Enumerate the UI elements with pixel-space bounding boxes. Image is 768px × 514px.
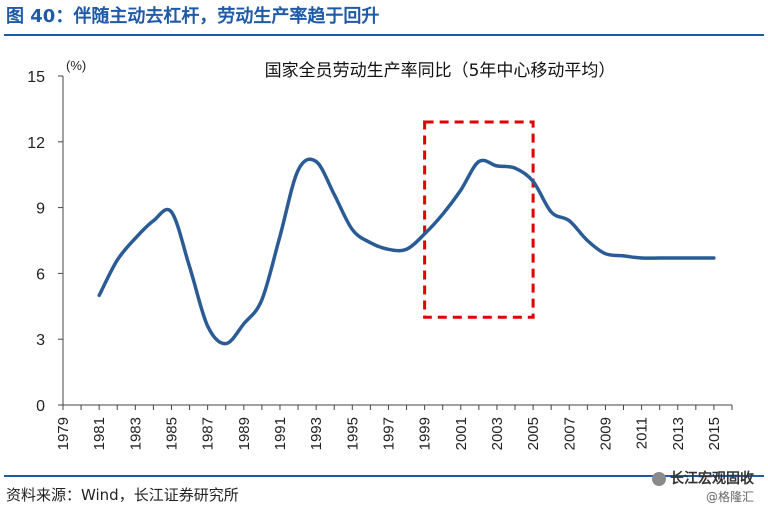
x-tick-label: 1985 — [163, 417, 180, 450]
x-tick-label: 1983 — [127, 417, 144, 450]
figure-title: 图 40：伴随主动去杠杆，劳动生产率趋于回升 — [6, 6, 380, 27]
y-tick-label: 0 — [36, 398, 45, 415]
x-tick-label: 2003 — [489, 417, 506, 450]
axes — [58, 75, 733, 410]
bottom-rule — [4, 475, 764, 477]
x-tick-label: 2009 — [597, 417, 614, 450]
y-tick-label: 15 — [27, 69, 45, 86]
source-note: 资料来源：Wind，长江证券研究所 — [6, 486, 239, 504]
x-tick-label: 1997 — [380, 417, 397, 450]
series-line — [97, 157, 716, 346]
y-tick-label: 9 — [36, 201, 45, 218]
x-tick-labels: 1979 1981 1983 1985 1987 1989 1991 1993 1995 1997… — [55, 417, 723, 450]
y-unit-label: (%) — [66, 58, 86, 73]
x-tick-label: 1979 — [55, 417, 72, 450]
top-rule — [4, 34, 764, 36]
x-tick-label: 1999 — [417, 417, 434, 450]
x-tick-label: 1995 — [344, 417, 361, 450]
y-tick-labels: 0 3 6 9 12 15 — [27, 69, 45, 415]
wechat-icon — [652, 472, 666, 486]
x-tick-label: 1987 — [200, 417, 217, 450]
x-tick-label: 2011 — [634, 417, 651, 449]
watermark-brand: 长江宏观固收 — [652, 468, 754, 488]
x-tick-label: 1981 — [91, 417, 108, 450]
x-tick-label: 2007 — [561, 417, 578, 450]
watermark-account: @格隆汇 — [705, 490, 754, 504]
x-tick-label: 1993 — [308, 417, 325, 450]
x-tick-label: 2005 — [525, 417, 542, 450]
x-tick-label: 2015 — [706, 417, 723, 450]
y-tick-label: 6 — [36, 266, 45, 283]
watermark-brand-text: 长江宏观固收 — [670, 471, 754, 487]
y-tick-label: 12 — [27, 135, 45, 152]
x-tick-label: 1991 — [272, 417, 289, 450]
x-tick-label: 1989 — [236, 417, 253, 450]
x-tick-label: 2001 — [453, 417, 470, 450]
highlight-box — [423, 120, 535, 319]
series-group — [97, 157, 716, 346]
x-tick-label: 2013 — [670, 417, 687, 450]
y-tick-label: 3 — [36, 332, 45, 349]
watermark: 长江宏观固收 @格隆汇 — [652, 468, 754, 505]
chart-title: 国家全员劳动生产率同比（5年中心移动平均） — [265, 61, 616, 81]
highlight-box-group — [423, 120, 535, 319]
